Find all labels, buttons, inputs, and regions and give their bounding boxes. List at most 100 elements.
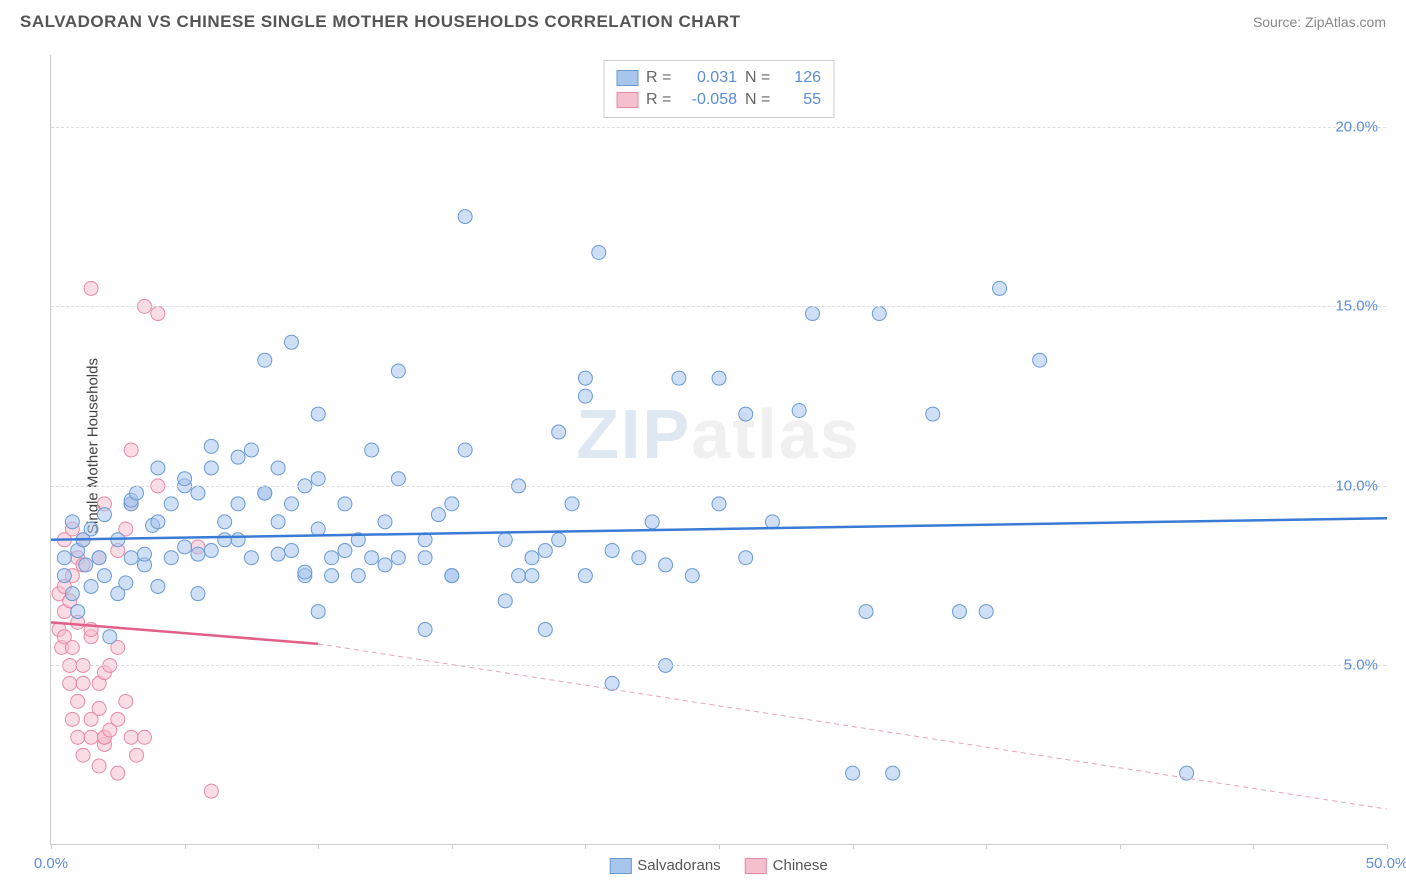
scatter-point <box>445 497 459 511</box>
xtick-label: 0.0% <box>34 855 68 872</box>
scatter-point <box>525 569 539 583</box>
scatter-point <box>311 522 325 536</box>
scatter-point <box>391 551 405 565</box>
swatch-salvadorans <box>616 70 638 86</box>
scatter-point <box>739 551 753 565</box>
scatter-point <box>204 461 218 475</box>
xtick-mark <box>51 844 52 849</box>
scatter-point <box>284 335 298 349</box>
scatter-point <box>204 439 218 453</box>
trend-line <box>318 644 1387 809</box>
scatter-point <box>846 766 860 780</box>
scatter-point <box>271 547 285 561</box>
stats-legend-box: R = 0.031 N = 126 R = -0.058 N = 55 <box>603 60 834 118</box>
scatter-point <box>605 544 619 558</box>
swatch-chinese <box>616 92 638 108</box>
scatter-point <box>338 544 352 558</box>
scatter-point <box>103 630 117 644</box>
scatter-point <box>97 508 111 522</box>
scatter-point <box>138 730 152 744</box>
scatter-point <box>578 569 592 583</box>
scatter-point <box>351 569 365 583</box>
scatter-point <box>130 486 144 500</box>
scatter-point <box>739 407 753 421</box>
legend-item-salvadorans: Salvadorans <box>609 857 720 874</box>
scatter-point <box>271 461 285 475</box>
scatter-point <box>578 371 592 385</box>
ytick-label: 5.0% <box>1344 657 1378 674</box>
scatter-point <box>244 551 258 565</box>
scatter-point <box>806 307 820 321</box>
scatter-point <box>63 676 77 690</box>
scatter-point <box>191 486 205 500</box>
xtick-mark <box>1253 844 1254 849</box>
scatter-point <box>151 461 165 475</box>
scatter-point <box>178 472 192 486</box>
xtick-mark <box>185 844 186 849</box>
scatter-point <box>926 407 940 421</box>
scatter-point <box>525 551 539 565</box>
scatter-point <box>218 515 232 529</box>
scatter-point <box>431 508 445 522</box>
scatter-point <box>1180 766 1194 780</box>
xtick-mark <box>986 844 987 849</box>
swatch-salvadorans-icon <box>609 858 631 874</box>
scatter-point <box>338 497 352 511</box>
scatter-point <box>498 594 512 608</box>
scatter-point <box>659 558 673 572</box>
scatter-point <box>311 472 325 486</box>
scatter-point <box>552 425 566 439</box>
scatter-point <box>886 766 900 780</box>
scatter-point <box>993 281 1007 295</box>
scatter-point <box>57 569 71 583</box>
scatter-point <box>391 472 405 486</box>
scatter-point <box>672 371 686 385</box>
scatter-point <box>65 641 79 655</box>
xtick-mark <box>853 844 854 849</box>
scatter-point <box>418 623 432 637</box>
scatter-point <box>151 579 165 593</box>
xtick-mark <box>452 844 453 849</box>
scatter-point <box>859 605 873 619</box>
scatter-point <box>71 605 85 619</box>
scatter-point <box>111 712 125 726</box>
scatter-point <box>130 748 144 762</box>
xtick-mark <box>1387 844 1388 849</box>
scatter-point <box>244 443 258 457</box>
trend-line <box>51 518 1387 540</box>
scatter-point <box>119 694 133 708</box>
scatter-point <box>578 389 592 403</box>
scatter-point <box>645 515 659 529</box>
scatter-point <box>151 307 165 321</box>
gridline-h <box>51 665 1386 666</box>
scatter-point <box>271 515 285 529</box>
ytick-label: 20.0% <box>1335 118 1378 135</box>
scatter-point <box>365 551 379 565</box>
scatter-point <box>378 515 392 529</box>
scatter-point <box>365 443 379 457</box>
scatter-point <box>712 371 726 385</box>
scatter-point <box>111 766 125 780</box>
xtick-mark <box>318 844 319 849</box>
scatter-point <box>231 450 245 464</box>
scatter-point <box>71 694 85 708</box>
scatter-point <box>311 407 325 421</box>
scatter-point <box>258 486 272 500</box>
scatter-point <box>552 533 566 547</box>
scatter-point <box>952 605 966 619</box>
bottom-legend: Salvadorans Chinese <box>609 857 827 874</box>
scatter-point <box>565 497 579 511</box>
scatter-point <box>538 544 552 558</box>
scatter-point <box>124 551 138 565</box>
scatter-point <box>712 497 726 511</box>
gridline-h <box>51 306 1386 307</box>
scatter-point <box>979 605 993 619</box>
swatch-chinese-icon <box>745 858 767 874</box>
scatter-point <box>84 579 98 593</box>
scatter-point <box>231 533 245 547</box>
scatter-point <box>231 497 245 511</box>
scatter-point <box>1033 353 1047 367</box>
scatter-point <box>92 759 106 773</box>
scatter-point <box>119 576 133 590</box>
scatter-point <box>298 565 312 579</box>
